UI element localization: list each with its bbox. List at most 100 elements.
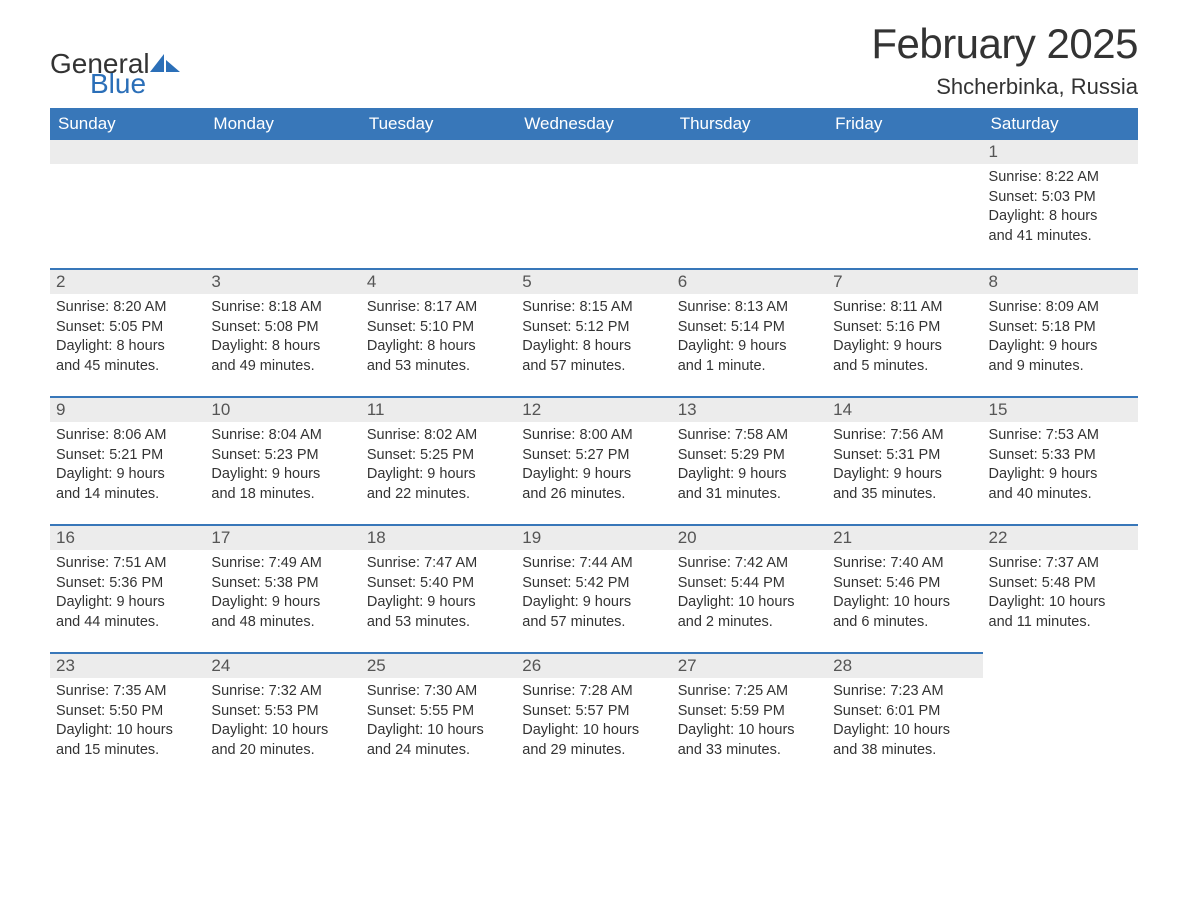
calendar-cell (361, 140, 516, 268)
sunset-line: Sunset: 5:57 PM (522, 702, 665, 722)
day-number: 15 (989, 400, 1008, 419)
day-number: 21 (833, 528, 852, 547)
dl2-line: and 57 minutes. (522, 613, 665, 633)
dl2-line: and 53 minutes. (367, 357, 510, 377)
day-number-bar (361, 140, 516, 164)
dl2-line: and 9 minutes. (989, 357, 1132, 377)
dl2-line: and 44 minutes. (56, 613, 199, 633)
day-content: Sunrise: 7:49 AMSunset: 5:38 PMDaylight:… (205, 550, 360, 632)
day-content: Sunrise: 7:58 AMSunset: 5:29 PMDaylight:… (672, 422, 827, 504)
sunset-line: Sunset: 5:03 PM (989, 188, 1132, 208)
dl2-line: and 45 minutes. (56, 357, 199, 377)
calendar-body: 1Sunrise: 8:22 AMSunset: 5:03 PMDaylight… (50, 140, 1138, 780)
day-number-bar: 19 (516, 524, 671, 550)
sunrise-line: Sunrise: 7:25 AM (678, 682, 821, 702)
brand-logo: General Blue (50, 20, 180, 98)
calendar-week-row: 1Sunrise: 8:22 AMSunset: 5:03 PMDaylight… (50, 140, 1138, 268)
day-number-bar (672, 140, 827, 164)
dl2-line: and 33 minutes. (678, 741, 821, 761)
sunrise-line: Sunrise: 7:47 AM (367, 554, 510, 574)
day-number-bar (205, 140, 360, 164)
dl1-line: Daylight: 10 hours (367, 721, 510, 741)
sunrise-line: Sunrise: 7:42 AM (678, 554, 821, 574)
day-number: 11 (367, 400, 385, 419)
calendar-cell: 25Sunrise: 7:30 AMSunset: 5:55 PMDayligh… (361, 652, 516, 780)
day-number-bar: 7 (827, 268, 982, 294)
day-number: 24 (211, 656, 230, 675)
dl1-line: Daylight: 9 hours (211, 465, 354, 485)
dl1-line: Daylight: 9 hours (367, 593, 510, 613)
day-number-bar (516, 140, 671, 164)
dl1-line: Daylight: 10 hours (678, 721, 821, 741)
day-number-bar: 3 (205, 268, 360, 294)
sunset-line: Sunset: 5:59 PM (678, 702, 821, 722)
dl2-line: and 49 minutes. (211, 357, 354, 377)
calendar-cell: 26Sunrise: 7:28 AMSunset: 5:57 PMDayligh… (516, 652, 671, 780)
calendar-table: Sunday Monday Tuesday Wednesday Thursday… (50, 108, 1138, 780)
sunrise-line: Sunrise: 8:15 AM (522, 298, 665, 318)
sunset-line: Sunset: 5:50 PM (56, 702, 199, 722)
dl1-line: Daylight: 8 hours (211, 337, 354, 357)
dl2-line: and 14 minutes. (56, 485, 199, 505)
sunrise-line: Sunrise: 7:40 AM (833, 554, 976, 574)
day-number: 1 (989, 142, 998, 161)
calendar-cell: 9Sunrise: 8:06 AMSunset: 5:21 PMDaylight… (50, 396, 205, 524)
day-content: Sunrise: 7:37 AMSunset: 5:48 PMDaylight:… (983, 550, 1138, 632)
dl2-line: and 5 minutes. (833, 357, 976, 377)
day-content: Sunrise: 7:32 AMSunset: 5:53 PMDaylight:… (205, 678, 360, 760)
day-number: 9 (56, 400, 65, 419)
day-number-bar: 18 (361, 524, 516, 550)
dl1-line: Daylight: 10 hours (56, 721, 199, 741)
dl2-line: and 20 minutes. (211, 741, 354, 761)
day-number: 26 (522, 656, 541, 675)
day-number-bar: 12 (516, 396, 671, 422)
sunset-line: Sunset: 5:16 PM (833, 318, 976, 338)
calendar-cell: 8Sunrise: 8:09 AMSunset: 5:18 PMDaylight… (983, 268, 1138, 396)
dl2-line: and 24 minutes. (367, 741, 510, 761)
day-number-bar: 13 (672, 396, 827, 422)
sunrise-line: Sunrise: 7:51 AM (56, 554, 199, 574)
sunset-line: Sunset: 5:36 PM (56, 574, 199, 594)
day-number: 16 (56, 528, 75, 547)
day-number-bar: 14 (827, 396, 982, 422)
calendar-cell: 22Sunrise: 7:37 AMSunset: 5:48 PMDayligh… (983, 524, 1138, 652)
calendar-cell: 14Sunrise: 7:56 AMSunset: 5:31 PMDayligh… (827, 396, 982, 524)
day-number-bar (827, 140, 982, 164)
sunrise-line: Sunrise: 8:02 AM (367, 426, 510, 446)
dl2-line: and 29 minutes. (522, 741, 665, 761)
day-number-bar: 28 (827, 652, 982, 678)
calendar-cell: 2Sunrise: 8:20 AMSunset: 5:05 PMDaylight… (50, 268, 205, 396)
calendar-cell: 5Sunrise: 8:15 AMSunset: 5:12 PMDaylight… (516, 268, 671, 396)
calendar-cell: 16Sunrise: 7:51 AMSunset: 5:36 PMDayligh… (50, 524, 205, 652)
day-number: 5 (522, 272, 531, 291)
day-number: 6 (678, 272, 687, 291)
day-number-bar: 8 (983, 268, 1138, 294)
day-number: 23 (56, 656, 75, 675)
day-number-bar: 1 (983, 140, 1138, 164)
sunrise-line: Sunrise: 7:53 AM (989, 426, 1132, 446)
calendar-cell: 10Sunrise: 8:04 AMSunset: 5:23 PMDayligh… (205, 396, 360, 524)
day-content: Sunrise: 8:17 AMSunset: 5:10 PMDaylight:… (361, 294, 516, 376)
day-content: Sunrise: 7:44 AMSunset: 5:42 PMDaylight:… (516, 550, 671, 632)
brand-text-blue: Blue (90, 70, 180, 98)
calendar-cell: 20Sunrise: 7:42 AMSunset: 5:44 PMDayligh… (672, 524, 827, 652)
sunrise-line: Sunrise: 8:04 AM (211, 426, 354, 446)
sunset-line: Sunset: 5:14 PM (678, 318, 821, 338)
calendar-cell: 19Sunrise: 7:44 AMSunset: 5:42 PMDayligh… (516, 524, 671, 652)
day-header: Sunday (50, 108, 205, 140)
dl1-line: Daylight: 9 hours (678, 465, 821, 485)
sunrise-line: Sunrise: 7:49 AM (211, 554, 354, 574)
dl1-line: Daylight: 9 hours (833, 337, 976, 357)
dl2-line: and 57 minutes. (522, 357, 665, 377)
sunset-line: Sunset: 5:42 PM (522, 574, 665, 594)
dl2-line: and 15 minutes. (56, 741, 199, 761)
calendar-cell: 21Sunrise: 7:40 AMSunset: 5:46 PMDayligh… (827, 524, 982, 652)
day-number: 28 (833, 656, 852, 675)
calendar-cell: 27Sunrise: 7:25 AMSunset: 5:59 PMDayligh… (672, 652, 827, 780)
day-number-bar: 22 (983, 524, 1138, 550)
dl2-line: and 1 minute. (678, 357, 821, 377)
sunrise-line: Sunrise: 7:30 AM (367, 682, 510, 702)
dl1-line: Daylight: 9 hours (522, 593, 665, 613)
day-number-bar: 5 (516, 268, 671, 294)
day-number: 18 (367, 528, 386, 547)
